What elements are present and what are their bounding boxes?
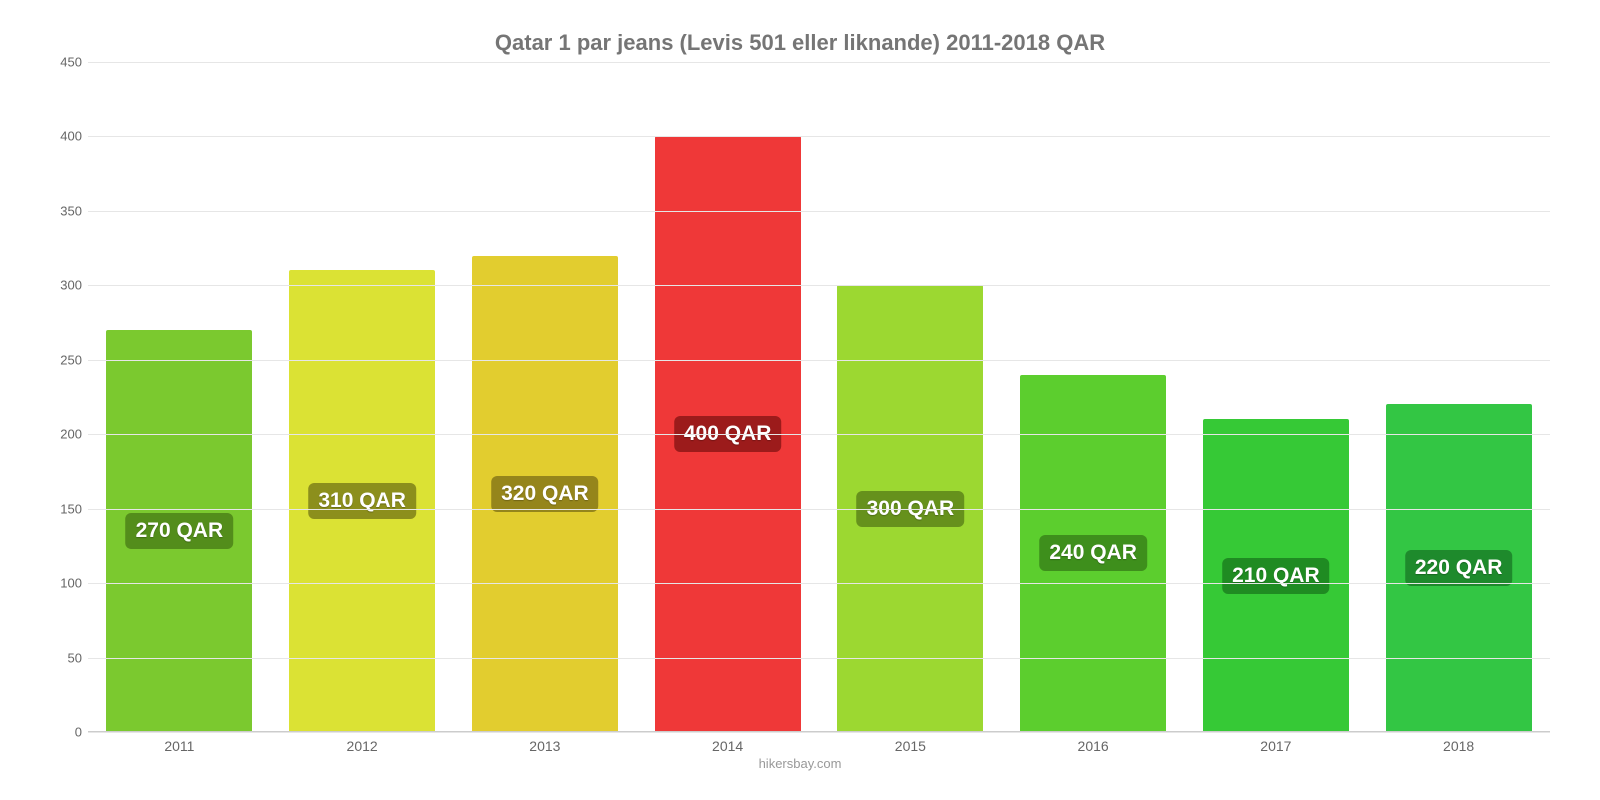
grid-line: [88, 732, 1550, 733]
x-tick-label: 2017: [1185, 738, 1368, 754]
bar-value-label: 270 QAR: [126, 513, 234, 549]
y-tick-label: 100: [44, 576, 82, 591]
grid-line: [88, 434, 1550, 435]
x-tick-label: 2015: [819, 738, 1002, 754]
y-tick-label: 200: [44, 427, 82, 442]
grid-line: [88, 509, 1550, 510]
bar-chart: Qatar 1 par jeans (Levis 501 eller likna…: [40, 30, 1560, 770]
bar: 320 QAR: [472, 256, 618, 732]
bars-container: 270 QAR 310 QAR 320 QAR 400 QAR300 QAR 240 Q…: [88, 62, 1550, 732]
grid-line: [88, 360, 1550, 361]
bar: 210 QAR: [1203, 419, 1349, 732]
chart-title: Qatar 1 par jeans (Levis 501 eller likna…: [40, 30, 1560, 56]
bar-slot: 320 QAR: [454, 62, 637, 732]
bar-value-label: 320 QAR: [491, 476, 599, 512]
bar-value-label: 240 QAR: [1039, 535, 1147, 571]
bar-value-label: 310 QAR: [308, 483, 416, 519]
bar: 240 QAR: [1020, 375, 1166, 732]
grid-line: [88, 136, 1550, 137]
bar-value-label: 210 QAR: [1222, 558, 1330, 594]
grid-line: [88, 211, 1550, 212]
y-tick-label: 50: [44, 650, 82, 665]
bar: 220 QAR: [1386, 404, 1532, 732]
bar-slot: 210 QAR: [1185, 62, 1368, 732]
bar-value-label: 220 QAR: [1405, 550, 1513, 586]
bar-slot: 220 QAR: [1367, 62, 1550, 732]
y-tick-label: 250: [44, 352, 82, 367]
x-tick-label: 2014: [636, 738, 819, 754]
bar-slot: 300 QAR: [819, 62, 1002, 732]
bar-slot: 240 QAR: [1002, 62, 1185, 732]
x-tick-label: 2011: [88, 738, 271, 754]
x-tick-label: 2012: [271, 738, 454, 754]
attribution: hikersbay.com: [40, 756, 1560, 771]
y-tick-label: 400: [44, 129, 82, 144]
grid-line: [88, 285, 1550, 286]
grid-line: [88, 583, 1550, 584]
x-tick-label: 2018: [1367, 738, 1550, 754]
bar-slot: 310 QAR: [271, 62, 454, 732]
x-tick-label: 2016: [1002, 738, 1185, 754]
grid-line: [88, 62, 1550, 63]
x-tick-label: 2013: [454, 738, 637, 754]
grid-line: [88, 658, 1550, 659]
plot-area: 270 QAR 310 QAR 320 QAR 400 QAR300 QAR 240 Q…: [88, 62, 1550, 732]
y-tick-label: 450: [44, 55, 82, 70]
y-tick-label: 0: [44, 725, 82, 740]
bar: 270 QAR: [106, 330, 252, 732]
y-tick-label: 150: [44, 501, 82, 516]
bar: 310 QAR: [289, 270, 435, 732]
x-axis: 20112012201320142015201620172018: [88, 738, 1550, 754]
y-tick-label: 350: [44, 203, 82, 218]
bar-slot: 270 QAR: [88, 62, 271, 732]
bar-slot: 400 QAR: [636, 62, 819, 732]
y-tick-label: 300: [44, 278, 82, 293]
